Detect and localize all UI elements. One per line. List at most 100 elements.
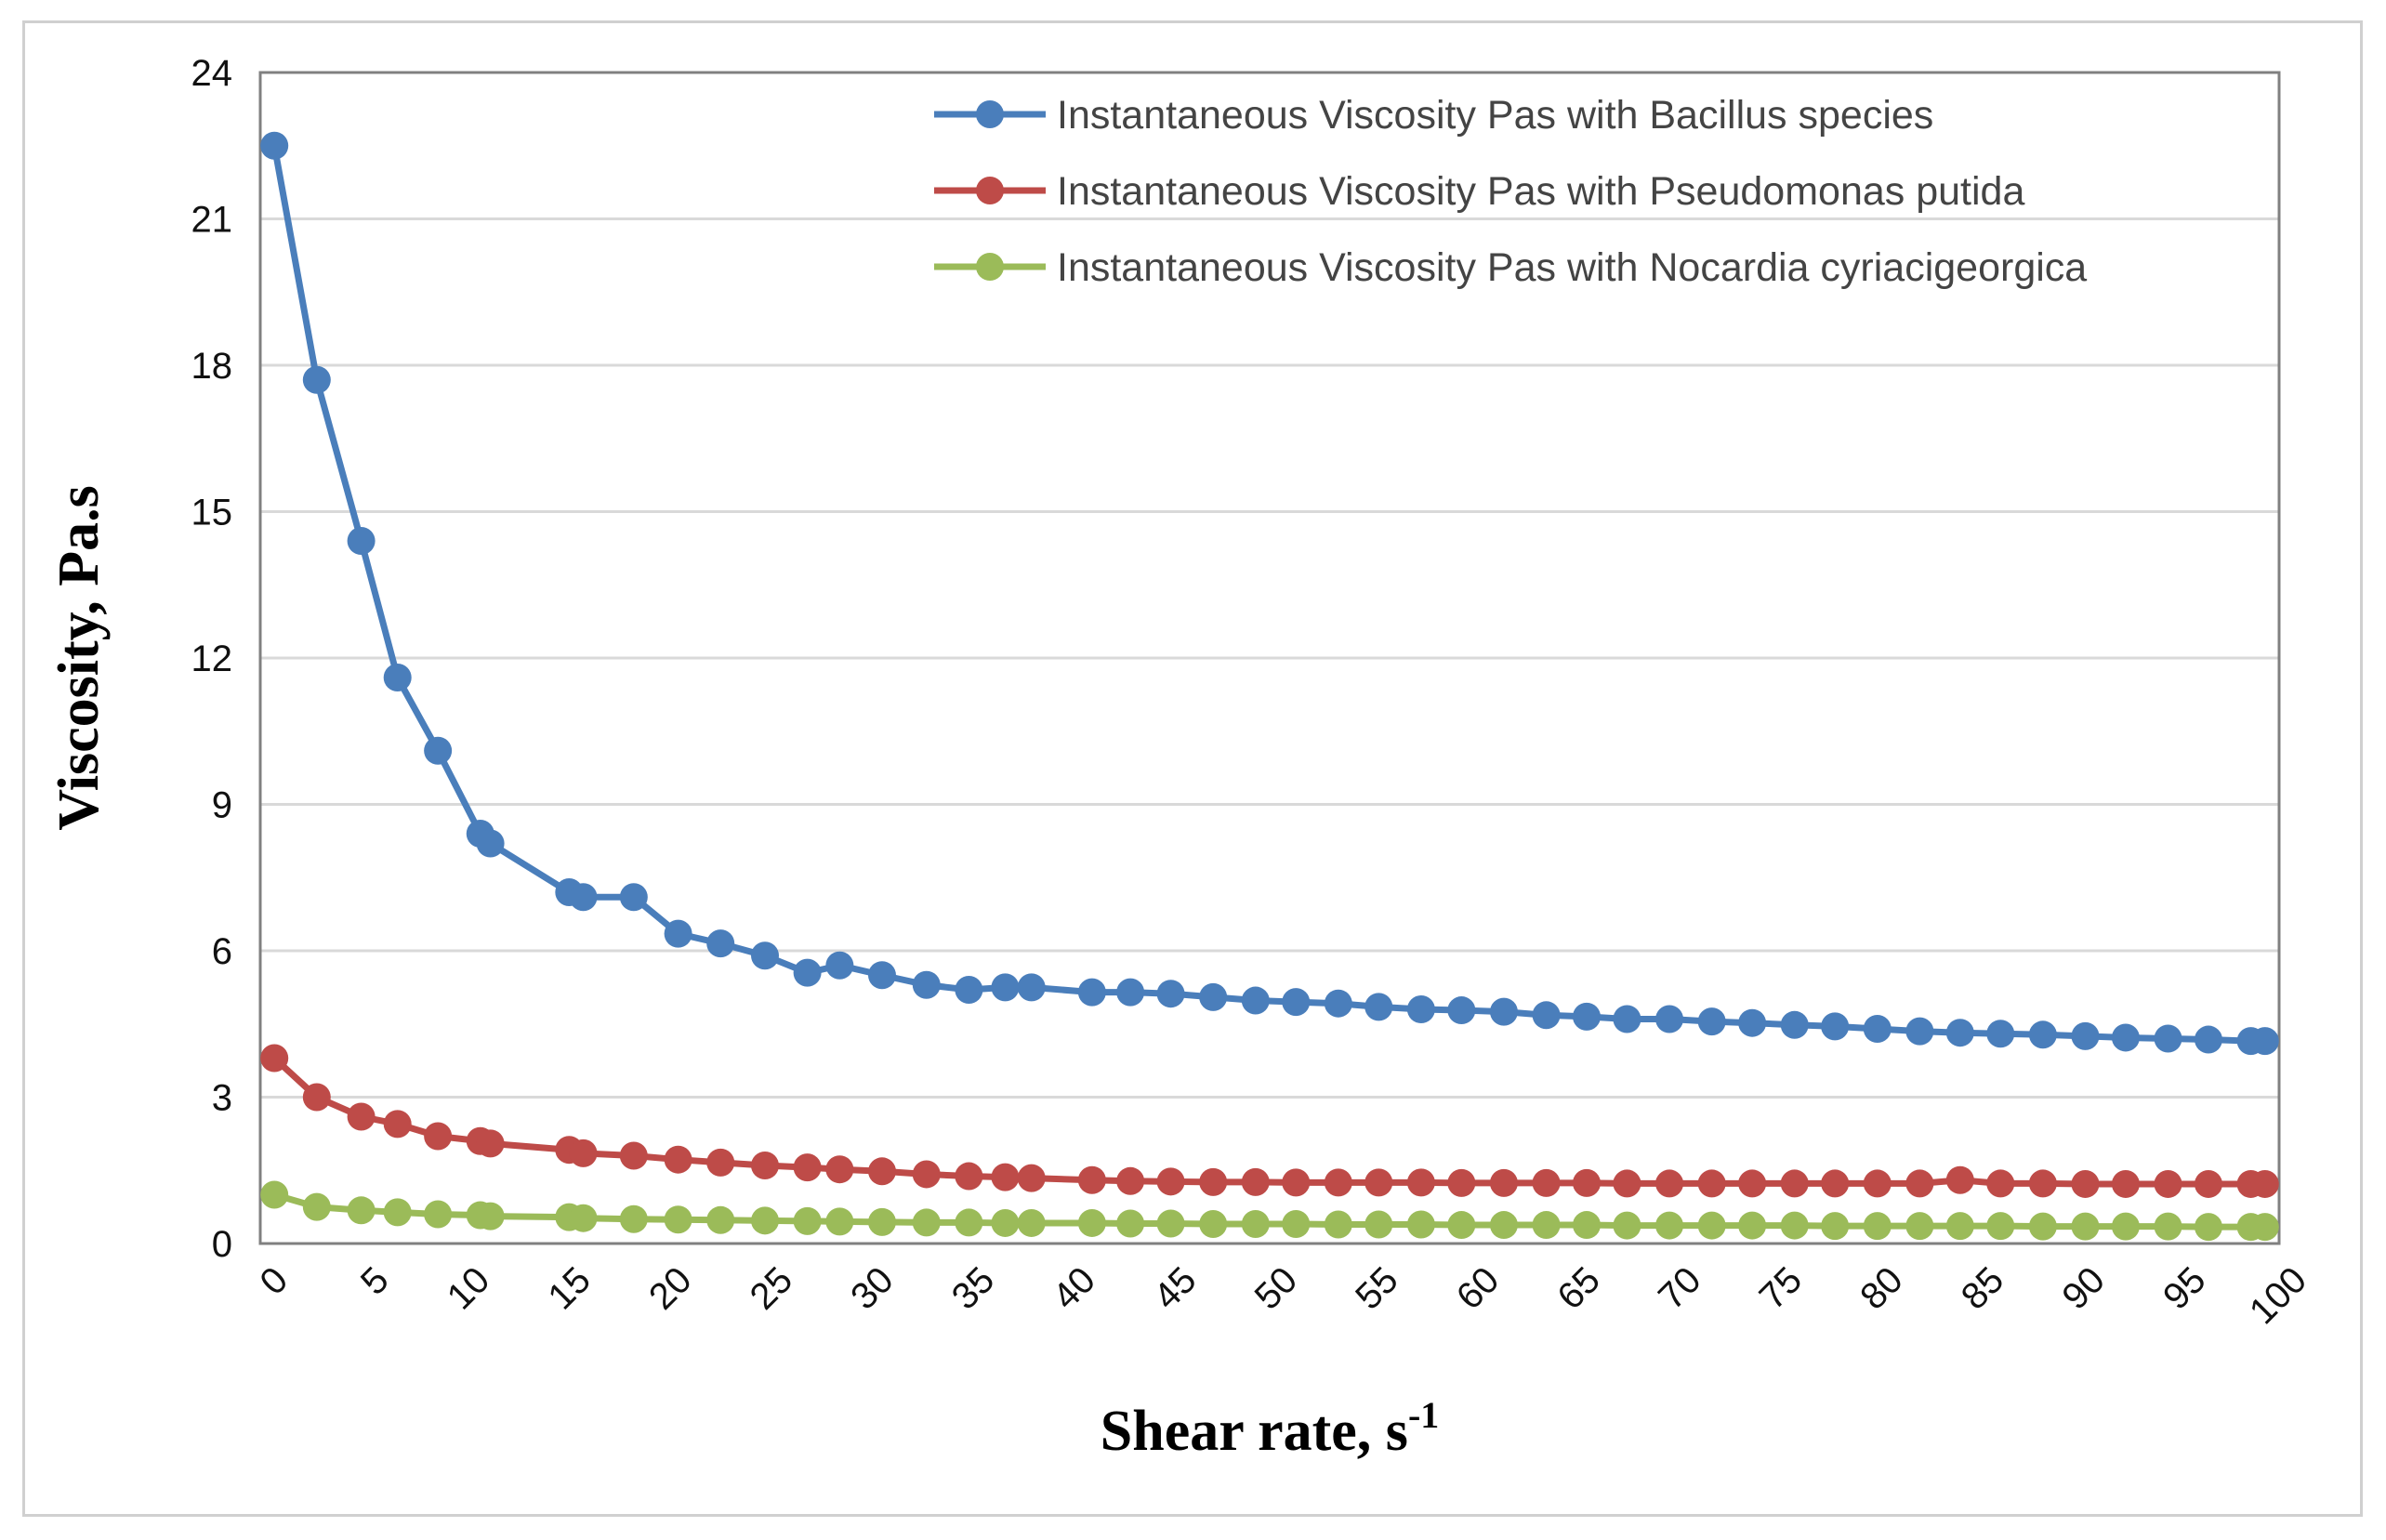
data-point bbox=[2071, 1021, 2100, 1050]
series-2 bbox=[260, 1044, 2279, 1198]
data-point bbox=[1406, 1210, 1435, 1239]
data-point bbox=[302, 1083, 331, 1112]
legend-label: Instantaneous Viscosity Pas with Nocardi… bbox=[1057, 245, 2087, 290]
data-point bbox=[1697, 1007, 1726, 1036]
data-point bbox=[1655, 1005, 1684, 1033]
data-point bbox=[619, 1204, 648, 1233]
x-tick-label: 75 bbox=[1752, 1259, 1811, 1318]
x-tick-label: 5 bbox=[353, 1259, 397, 1303]
data-point bbox=[1241, 986, 1270, 1015]
data-point bbox=[751, 1206, 779, 1235]
data-point bbox=[1489, 997, 1518, 1026]
data-point bbox=[706, 1148, 735, 1177]
data-point bbox=[1282, 1168, 1311, 1197]
data-point bbox=[1156, 1209, 1185, 1238]
data-point bbox=[1116, 1209, 1145, 1238]
data-point bbox=[1324, 1168, 1352, 1197]
data-point bbox=[1821, 1169, 1850, 1198]
y-tick-label: 6 bbox=[212, 931, 232, 972]
data-point bbox=[1406, 995, 1435, 1023]
data-point bbox=[1945, 1165, 1974, 1194]
data-point bbox=[1156, 1167, 1185, 1196]
data-point bbox=[1945, 1212, 1974, 1241]
data-point bbox=[1199, 982, 1228, 1011]
data-point bbox=[2028, 1212, 2057, 1241]
data-point bbox=[1613, 1211, 1641, 1240]
x-tick-label: 90 bbox=[2054, 1259, 2113, 1318]
data-point bbox=[383, 1198, 412, 1227]
data-point bbox=[2154, 1212, 2182, 1241]
data-point bbox=[991, 973, 1020, 1002]
data-point bbox=[2071, 1212, 2100, 1241]
data-point bbox=[793, 1206, 822, 1235]
data-point bbox=[1364, 993, 1393, 1021]
data-point bbox=[664, 919, 692, 948]
data-point bbox=[867, 961, 896, 990]
data-point bbox=[1489, 1211, 1518, 1240]
data-point bbox=[1821, 1012, 1850, 1041]
data-point bbox=[912, 1208, 941, 1237]
data-point bbox=[1905, 1017, 1934, 1046]
data-point bbox=[2250, 1213, 2279, 1242]
y-tick-label: 12 bbox=[191, 638, 233, 679]
data-point bbox=[1364, 1210, 1393, 1239]
x-tick-label: 85 bbox=[1954, 1259, 2012, 1318]
data-series bbox=[260, 131, 2279, 1242]
data-point bbox=[2028, 1169, 2057, 1198]
data-point bbox=[1489, 1168, 1518, 1197]
data-point bbox=[1077, 1165, 1106, 1194]
data-point bbox=[476, 1129, 505, 1158]
y-tick-label: 15 bbox=[191, 493, 233, 533]
chart-frame bbox=[22, 20, 2363, 1517]
data-point bbox=[1447, 1168, 1476, 1197]
data-point bbox=[1573, 1211, 1602, 1240]
x-tick-label: 40 bbox=[1045, 1259, 1103, 1318]
data-point bbox=[1573, 1002, 1602, 1031]
y-tick-label: 3 bbox=[212, 1078, 232, 1119]
data-point bbox=[1017, 973, 1046, 1002]
y-tick-label: 18 bbox=[191, 346, 233, 387]
data-point bbox=[1282, 1210, 1311, 1238]
data-point bbox=[825, 1207, 854, 1236]
data-point bbox=[2111, 1023, 2140, 1052]
legend-label: Instantaneous Viscosity Pas with Pseudom… bbox=[1057, 169, 2024, 214]
data-point bbox=[955, 1162, 983, 1191]
data-point bbox=[424, 736, 453, 765]
legend-marker bbox=[976, 253, 1004, 281]
data-point bbox=[1532, 1001, 1561, 1030]
y-tick-label: 0 bbox=[212, 1224, 232, 1265]
data-point bbox=[1780, 1211, 1809, 1240]
series-3 bbox=[260, 1180, 2279, 1242]
data-point bbox=[2111, 1212, 2140, 1241]
legend-label: Instantaneous Viscosity Pas with Bacillu… bbox=[1057, 93, 1933, 138]
data-point bbox=[1986, 1169, 2015, 1198]
data-point bbox=[619, 883, 648, 912]
data-point bbox=[912, 1160, 941, 1189]
data-point bbox=[1241, 1167, 1270, 1196]
data-point bbox=[424, 1122, 453, 1151]
data-point bbox=[2154, 1024, 2182, 1053]
x-tick-label: 65 bbox=[1549, 1259, 1608, 1318]
data-point bbox=[1905, 1212, 1934, 1241]
data-point bbox=[619, 1141, 648, 1170]
data-point bbox=[1738, 1211, 1767, 1240]
data-point bbox=[751, 941, 779, 970]
x-axis-title: Shear rate, s-1 bbox=[1101, 1394, 1440, 1463]
x-tick-label: 35 bbox=[944, 1259, 1003, 1318]
x-tick-label: 95 bbox=[2155, 1259, 2214, 1318]
data-point bbox=[1156, 980, 1185, 1008]
x-tick-label: 100 bbox=[2242, 1259, 2314, 1332]
data-point bbox=[1655, 1211, 1684, 1240]
legend-entry-2: Instantaneous Viscosity Pas with Pseudom… bbox=[934, 169, 2024, 214]
data-point bbox=[1199, 1167, 1228, 1196]
data-point bbox=[302, 1192, 331, 1221]
data-point bbox=[383, 664, 412, 691]
data-point bbox=[347, 1196, 376, 1225]
data-point bbox=[1986, 1020, 2015, 1048]
data-point bbox=[569, 1139, 598, 1167]
x-axis-title-text: Shear rate, s bbox=[1101, 1400, 1408, 1463]
data-point bbox=[1613, 1169, 1641, 1198]
legend-entry-3: Instantaneous Viscosity Pas with Nocardi… bbox=[934, 245, 2087, 290]
data-point bbox=[991, 1163, 1020, 1191]
data-point bbox=[1364, 1168, 1393, 1197]
